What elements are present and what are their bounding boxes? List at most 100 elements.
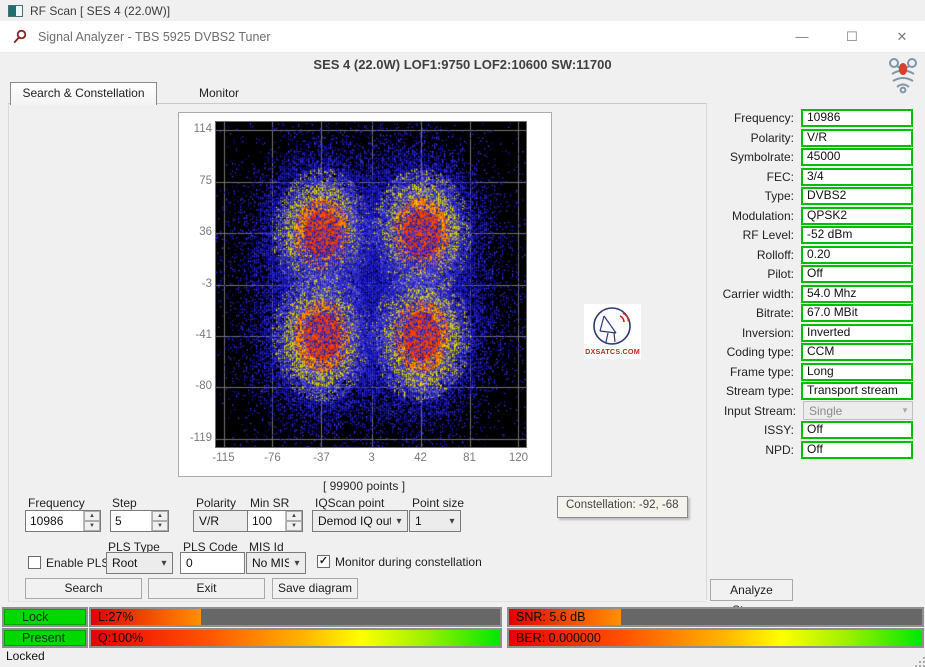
signal-parameter-fields: Frequency: 10986 Polarity: V/R Symbolrate: 45… — [707, 103, 925, 459]
field-label-type: Type: — [764, 189, 794, 203]
enable-pls-label: Enable PLS — [46, 556, 110, 570]
constellation-canvas[interactable] — [215, 121, 527, 448]
field-value-frame-type: Long — [801, 362, 913, 381]
field-row-pilot: Pilot: Off — [707, 265, 925, 283]
field-label-carrier-width: Carrier width: — [722, 286, 794, 301]
inner-titlebar: Signal Analyzer - TBS 5925 DVBS2 Tuner —… — [0, 21, 925, 53]
frequency-down-arrow[interactable]: ▼ — [84, 521, 100, 531]
field-label-pilot: Pilot: — [767, 267, 794, 281]
resize-grip[interactable] — [919, 661, 921, 663]
lock-indicator: Lock — [4, 609, 86, 625]
field-row-npd: NPD: Off — [707, 440, 925, 459]
field-value-rf-level: -52 dBm — [801, 226, 913, 244]
field-row-modulation: Modulation: QPSK2 — [707, 206, 925, 225]
tab-monitor[interactable]: Monitor — [198, 86, 239, 100]
step-input[interactable] — [111, 511, 151, 531]
field-row-type: Type: DVBS2 — [707, 187, 925, 205]
quality-bar-text: Q:100% — [98, 631, 144, 645]
chevron-down-icon: ▾ — [161, 557, 167, 569]
y-tick-36: 36 — [199, 226, 212, 239]
field-value-frequency: 10986 — [801, 109, 913, 127]
step-stepper[interactable]: ▲▼ — [110, 510, 169, 532]
min-sr-down-arrow[interactable]: ▼ — [286, 521, 302, 531]
constellation-tooltip: Constellation: -92, -68 — [557, 496, 688, 518]
level-bar-text: L:27% — [98, 610, 134, 624]
field-row-stream-type: Stream type: Transport stream — [707, 382, 925, 400]
chevron-down-icon: ▾ — [396, 515, 402, 527]
mis-id-select[interactable]: No MIS ▾ — [246, 552, 306, 574]
search-button[interactable]: Search — [25, 578, 142, 599]
x-tick-81: 81 — [463, 452, 476, 464]
chevron-down-icon: ▾ — [902, 405, 908, 415]
iqscan-value: Demod IQ out — [318, 514, 391, 528]
field-label-input-stream: Input Stream: — [723, 403, 796, 418]
magnifier-icon — [13, 29, 27, 43]
frequency-input[interactable] — [26, 511, 83, 531]
x-tick--37: -37 — [313, 452, 330, 464]
tab-search-constellation[interactable]: Search & Constellation — [10, 82, 157, 105]
enable-pls-checkbox[interactable] — [28, 556, 41, 569]
field-label-bitrate: Bitrate: — [755, 306, 794, 320]
level-bar-cell: L:27% — [89, 607, 502, 627]
min-sr-stepper[interactable]: ▲▼ — [247, 510, 303, 532]
field-label-rf-level: RF Level: — [742, 228, 794, 242]
field-row-frequency: Frequency: 10986 — [707, 109, 925, 127]
y-tick--41: -41 — [195, 328, 212, 341]
exit-button[interactable]: Exit — [148, 578, 265, 599]
minimize-button[interactable]: — — [795, 29, 809, 44]
pls-type-label: PLS Type — [108, 540, 160, 554]
analyze-stream-button[interactable]: Analyze Stream — [710, 579, 793, 617]
min-sr-input[interactable] — [248, 511, 285, 531]
iqscan-select[interactable]: Demod IQ out ▾ — [312, 510, 408, 532]
pls-type-select[interactable]: Root ▾ — [106, 552, 173, 574]
field-value-bitrate: 67.0 MBit — [801, 304, 913, 322]
pls-code-label: PLS Code — [183, 540, 238, 554]
chevron-down-icon: ▾ — [294, 557, 300, 569]
min-sr-up-arrow[interactable]: ▲ — [286, 511, 302, 521]
frequency-up-arrow[interactable]: ▲ — [84, 511, 100, 521]
outer-titlebar: RF Scan [ SES 4 (22.0W)] — [0, 0, 925, 22]
point-size-value: 1 — [415, 514, 422, 528]
field-row-coding-type: Coding type: CCM — [707, 343, 925, 361]
point-size-select[interactable]: 1 ▾ — [409, 510, 461, 532]
field-row-symbolrate: Symbolrate: 45000 — [707, 148, 925, 166]
ber-bar-cell: BER: 0.000000 — [507, 628, 924, 648]
field-value-fec: 3/4 — [801, 167, 913, 186]
field-value-type: DVBS2 — [801, 187, 913, 205]
tab-content-panel — [8, 103, 706, 602]
maximize-button[interactable]: ☐ — [846, 28, 858, 44]
signal-parameters-panel: Frequency: 10986 Polarity: V/R Symbolrate: 45… — [706, 103, 925, 600]
points-caption: [ 99900 points ] — [322, 479, 406, 493]
ber-bar-fill — [509, 630, 922, 646]
field-value-symbolrate: 45000 — [801, 148, 913, 166]
field-row-rolloff: Rolloff: 0.20 — [707, 245, 925, 264]
chevron-down-icon: ▾ — [449, 515, 455, 527]
x-tick-120: 120 — [508, 452, 529, 464]
field-label-symbolrate: Symbolrate: — [729, 150, 794, 164]
emblem-logo — [889, 58, 917, 94]
field-label-frequency: Frequency: — [733, 111, 794, 125]
field-row-carrier-width: Carrier width: 54.0 Mhz — [707, 284, 925, 303]
field-value-pilot: Off — [801, 265, 913, 283]
field-value-issy: Off — [801, 421, 913, 439]
satellite-header: SES 4 (22.0W) LOF1:9750 LOF2:10600 SW:11… — [313, 57, 612, 72]
close-button[interactable]: ✕ — [896, 28, 908, 44]
save-diagram-button[interactable]: Save diagram — [272, 578, 358, 599]
field-label-rolloff: Rolloff: — [756, 247, 794, 262]
polarity-value: V/R — [199, 514, 220, 528]
snr-bar-text: SNR: 5.6 dB — [516, 610, 586, 624]
constellation-plot-panel: 114 75 36 -3 -41 -80 -119 -115 -76 -37 3 42 81 120 — [178, 112, 552, 477]
quality-bar-fill — [91, 630, 500, 646]
y-tick-75: 75 — [199, 174, 212, 187]
lock-status-cell: Lock — [2, 607, 88, 627]
dxsatcs-text: DXSATCS.COM — [585, 347, 640, 356]
monitor-during-constellation-checkbox[interactable] — [317, 555, 330, 568]
y-tick-114: 114 — [193, 122, 212, 135]
frequency-stepper[interactable]: ▲▼ — [25, 510, 101, 532]
field-row-polarity: Polarity: V/R — [707, 128, 925, 147]
step-down-arrow[interactable]: ▼ — [152, 521, 168, 531]
pls-code-input[interactable] — [180, 552, 245, 574]
field-value-polarity: V/R — [801, 128, 913, 147]
step-up-arrow[interactable]: ▲ — [152, 511, 168, 521]
field-value-stream-type: Transport stream — [801, 382, 913, 400]
